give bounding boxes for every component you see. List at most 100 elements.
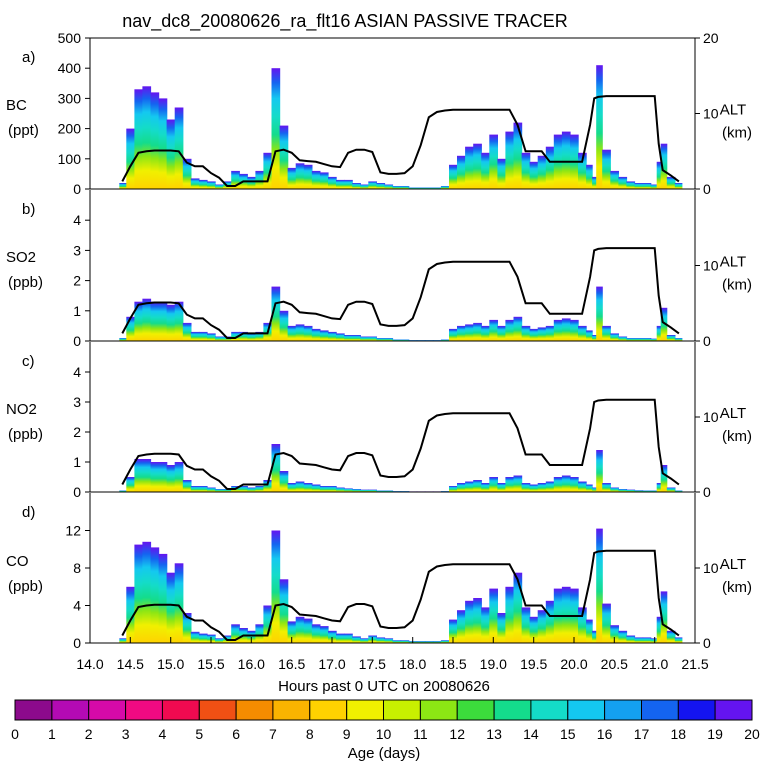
tracer-bar — [190, 331, 200, 341]
tracer-bar — [150, 462, 160, 492]
tracer-bar — [489, 134, 498, 189]
tracer-bar — [561, 131, 571, 189]
tracer-bar — [545, 481, 555, 492]
y-tick-label: 400 — [58, 60, 82, 76]
tracer-bar — [489, 477, 498, 492]
tracer-bar — [660, 143, 668, 189]
tracer-bar — [279, 579, 289, 644]
tracer-bar — [376, 183, 386, 189]
tracer-bar — [190, 486, 200, 492]
panel-no2: 0 1 2 3 4 10 0 ALT (km) c) NO2 (ppb) — [6, 342, 752, 500]
tracer-bar — [553, 477, 563, 492]
alt-tick-label: 0 — [703, 484, 711, 500]
tracer-bar — [408, 187, 418, 189]
tracer-bar — [198, 633, 208, 643]
alt-units: (km) — [722, 579, 752, 596]
tracer-bar — [368, 489, 377, 492]
y-tick-label: 0 — [73, 635, 81, 651]
colorbar-label: Age (days) — [348, 745, 421, 762]
tracer-bar — [119, 490, 127, 492]
colorbar-swatch — [51, 699, 90, 721]
tracer-bar — [384, 338, 394, 341]
y-tick-label: 300 — [58, 90, 82, 106]
y-tick-label: 2 — [73, 273, 81, 289]
tracer-bar — [182, 480, 192, 492]
tracer-bars — [119, 528, 683, 644]
tracer-bar — [126, 477, 135, 492]
x-tick-label: 19.5 — [520, 656, 547, 672]
x-tick-label: 20.0 — [560, 656, 587, 672]
tracer-bar — [303, 164, 313, 189]
tracer-bar — [400, 640, 410, 643]
tracer-bar — [537, 483, 547, 492]
tracer-bar — [158, 462, 168, 492]
tracer-bar — [263, 480, 273, 492]
tracer-bar — [529, 161, 539, 189]
tracer-bar — [247, 333, 256, 341]
tracer-bar — [666, 487, 676, 492]
tracer-bar — [481, 607, 490, 643]
tracer-bar — [368, 336, 377, 341]
tracer-bar — [656, 325, 662, 341]
tracer-bar — [142, 298, 152, 341]
tracer-bar — [505, 319, 515, 341]
colorbar-tick-label: 6 — [232, 726, 240, 742]
tracer-bar — [602, 149, 611, 189]
colorbar-tick-label: 0 — [11, 726, 19, 742]
tracer-bar — [529, 484, 539, 492]
tracer-bar — [336, 633, 345, 643]
tracer-bar — [319, 172, 329, 189]
tracer-bar — [521, 607, 531, 643]
colorbar-tick-label: 10 — [376, 726, 392, 742]
tracer-bar — [642, 637, 652, 643]
colorbar-swatch — [198, 699, 237, 721]
tracer-bar — [311, 170, 321, 189]
tracer-bar — [505, 586, 515, 644]
tracer-bar — [166, 119, 176, 189]
tracer-bar — [311, 328, 321, 341]
tracer-bar — [215, 638, 224, 643]
tracer-bar — [239, 331, 248, 341]
tracer-bar — [642, 183, 652, 189]
alt-tick-label: 10 — [703, 409, 719, 425]
tracer-bar — [449, 486, 458, 492]
colorbar-swatch — [567, 699, 606, 721]
tracer-bar — [287, 621, 297, 643]
tracer-bar — [198, 486, 208, 492]
tracer-bar — [578, 152, 587, 189]
tracer-bar — [400, 186, 410, 189]
x-tick-label: 18.5 — [439, 656, 466, 672]
tracer-bar — [376, 490, 386, 492]
tracer-bar — [660, 307, 668, 341]
tracer-bar — [596, 450, 603, 492]
tracer-bar — [198, 331, 208, 341]
tracer-bar — [626, 489, 636, 492]
y-tick-label: 3 — [73, 242, 81, 258]
tracer-bar — [287, 167, 297, 189]
colorbar-swatch — [309, 699, 348, 721]
tracer-bar — [247, 487, 256, 492]
tracer-bar — [497, 613, 507, 643]
alt-tick-label: 20 — [703, 30, 719, 46]
tracer-bar — [142, 459, 152, 492]
tracer-bar — [674, 637, 683, 643]
tracer-bar — [303, 325, 313, 341]
tracer-bar — [207, 181, 216, 189]
tracer-bar — [602, 483, 611, 492]
tracer-bar — [311, 624, 321, 644]
panel-letter: c) — [22, 353, 35, 370]
tracer-bar — [352, 335, 361, 341]
alt-tick-label: 10 — [703, 106, 719, 122]
tracer-bar — [440, 186, 450, 189]
tracer-bar — [596, 286, 603, 341]
tracer-bar — [586, 164, 593, 189]
tracer-bar — [618, 489, 628, 492]
tracer-bar — [610, 170, 619, 189]
colorbar-tick-label: 3 — [122, 726, 130, 742]
tracer-bar — [182, 158, 192, 189]
tracer-bar — [247, 630, 256, 643]
tracer-bar — [247, 176, 256, 189]
x-tick-label: 21.5 — [681, 656, 708, 672]
colorbar-swatch — [14, 699, 53, 721]
